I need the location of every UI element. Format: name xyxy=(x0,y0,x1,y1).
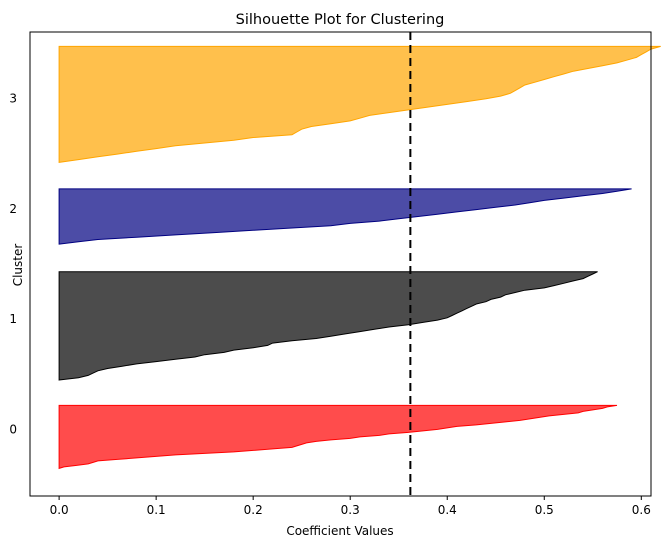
silhouette-area-cluster-1 xyxy=(58,271,598,381)
x-tick-label: 0.6 xyxy=(632,503,651,517)
y-tick-label: 0 xyxy=(9,423,17,437)
y-axis-label: Cluster xyxy=(11,244,25,287)
x-tick-label: 0.1 xyxy=(147,503,166,517)
x-tick-label: 0.0 xyxy=(50,503,69,517)
y-axis-ticks: 0 1 2 3 xyxy=(9,91,17,436)
y-tick-label: 2 xyxy=(9,202,17,216)
silhouette-area-cluster-0 xyxy=(58,404,618,470)
x-tick-label: 0.4 xyxy=(438,503,457,517)
chart-title: Silhouette Plot for Clustering xyxy=(236,12,445,28)
x-tick-label: 0.5 xyxy=(535,503,554,517)
y-tick-label: 1 xyxy=(9,312,17,326)
x-tick-label: 0.2 xyxy=(244,503,263,517)
x-tick-label: 0.3 xyxy=(341,503,360,517)
y-tick-label: 3 xyxy=(9,91,17,105)
axes-frame xyxy=(29,31,652,497)
silhouette-area-cluster-2 xyxy=(58,188,632,245)
x-axis-ticks: 0.0 0.1 0.2 0.3 0.4 0.5 0.6 xyxy=(50,496,651,517)
silhouette-areas xyxy=(58,45,661,470)
silhouette-area-cluster-3 xyxy=(58,45,661,163)
x-axis-label: Coefficient Values xyxy=(286,524,393,538)
